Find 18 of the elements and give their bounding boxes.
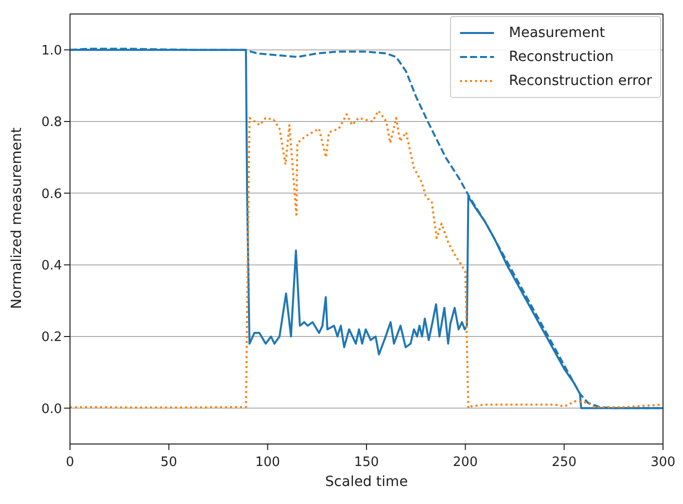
legend-label: Reconstruction (508, 48, 614, 67)
y-tick-label: 0.6 (41, 186, 62, 202)
x-tick-label: 250 (552, 455, 577, 470)
y-tick-label: 0.2 (41, 330, 62, 346)
y-tick-label: 0.4 (41, 258, 62, 274)
x-tick-label: 300 (650, 455, 676, 470)
y-tick-label: 1.0 (41, 43, 62, 58)
x-tick-label: 100 (255, 455, 280, 470)
y-axis-title: Normalized measurement (8, 126, 25, 309)
x-tick-label: 150 (354, 455, 379, 470)
y-tick-label: 0.8 (41, 115, 62, 130)
y-tick-label: 0.0 (41, 402, 62, 417)
x-tick-label: 0 (66, 455, 74, 470)
x-axis-title: Scaled time (325, 474, 408, 490)
x-tick-label: 50 (160, 455, 178, 470)
legend-label: Measurement (508, 24, 605, 43)
legend-label: Reconstruction error (508, 72, 652, 91)
x-tick-label: 200 (452, 455, 478, 470)
